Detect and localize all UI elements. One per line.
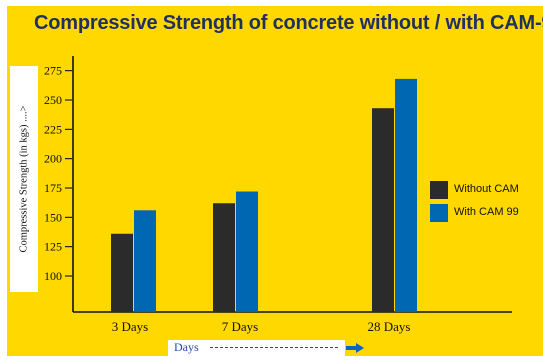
x-axis-label-box: Days: [168, 340, 345, 356]
x-axis-label: Days: [174, 340, 199, 354]
legend-label-without-cam: Without CAM: [454, 183, 519, 195]
y-axis-label-box: [10, 66, 38, 292]
y-tick-label: 125: [44, 240, 62, 254]
legend-swatch-with-cam-99: [430, 204, 448, 222]
y-tick-label: 225: [44, 122, 62, 136]
x-tick-label: 3 Days: [112, 319, 148, 334]
bar-without-cam: [213, 203, 235, 312]
legend: Without CAM With CAM 99: [430, 181, 530, 227]
y-tick-label: 175: [44, 181, 62, 195]
y-axis: 100 125 150 175 200 225 250 275: [44, 56, 74, 312]
bar-without-cam: [111, 233, 133, 312]
x-tick-label: 7 Days: [222, 319, 258, 334]
x-axis-dashes: [210, 347, 338, 348]
bar-with-cam-99: [236, 191, 258, 312]
legend-swatch-without-cam: [430, 181, 448, 199]
y-tick-label: 275: [44, 64, 62, 78]
legend-label-with-cam-99: With CAM 99: [454, 206, 519, 218]
legend-item-without-cam: Without CAM: [430, 181, 530, 199]
bar-with-cam-99: [134, 210, 156, 312]
right-arrow-icon: [346, 343, 364, 353]
y-tick-label: 250: [44, 93, 62, 107]
y-tick-label: 150: [44, 210, 62, 224]
chart-title: Compressive Strength of concrete without…: [34, 12, 543, 34]
y-tick-label: 200: [44, 152, 62, 166]
legend-item-with-cam-99: With CAM 99: [430, 204, 530, 222]
y-tick-label: 100: [44, 269, 62, 283]
bar-series-layer: [111, 78, 417, 312]
x-axis: 3 Days 7 Days 28 Days: [73, 311, 512, 334]
bar-with-cam-99: [395, 78, 417, 312]
x-tick-label: 28 Days: [368, 319, 411, 334]
bar-without-cam: [372, 108, 394, 312]
chart-background: [7, 6, 543, 356]
